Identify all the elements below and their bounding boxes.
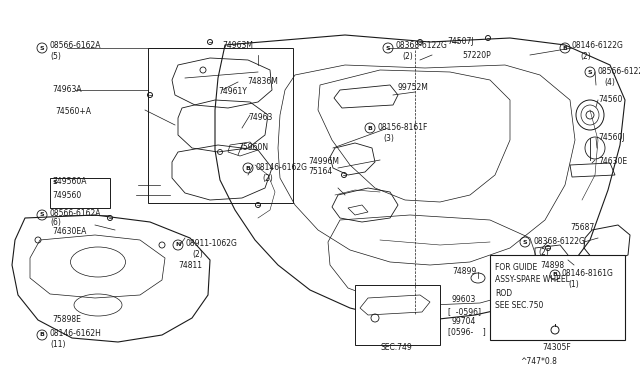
Text: (2): (2): [192, 250, 203, 260]
Text: 74961Y: 74961Y: [218, 87, 247, 96]
Bar: [490, 255, 625, 340]
Text: 74560J: 74560J: [598, 134, 625, 142]
Text: B: B: [563, 45, 568, 51]
Text: 57220P: 57220P: [462, 51, 491, 60]
Text: 08156-8161F: 08156-8161F: [378, 122, 428, 131]
Bar: [50, 178, 110, 208]
Text: (5): (5): [50, 51, 61, 61]
Text: FOR GUIDE: FOR GUIDE: [495, 263, 537, 272]
Text: B: B: [246, 166, 250, 170]
Text: 749560: 749560: [52, 190, 81, 199]
Bar: [355, 285, 440, 345]
Text: 08368-6122G: 08368-6122G: [396, 42, 448, 51]
Text: S: S: [588, 70, 592, 74]
Text: 75960N: 75960N: [238, 144, 268, 153]
Text: [0596-    ]: [0596- ]: [448, 327, 486, 337]
Text: SEC.749: SEC.749: [380, 343, 412, 353]
Text: 99603: 99603: [452, 295, 476, 305]
Text: 08911-1062G: 08911-1062G: [186, 240, 238, 248]
Text: 74899: 74899: [452, 267, 476, 276]
Text: SEE SEC.750: SEE SEC.750: [495, 301, 543, 311]
Text: 08368-6122G: 08368-6122G: [533, 237, 585, 246]
Text: S: S: [40, 45, 44, 51]
Text: ROD: ROD: [495, 289, 512, 298]
Text: 74507J: 74507J: [447, 38, 474, 46]
Text: 74630E: 74630E: [598, 157, 627, 167]
Text: (11): (11): [50, 340, 65, 350]
Text: 08146-6162H: 08146-6162H: [50, 330, 102, 339]
Text: B: B: [552, 273, 557, 278]
Bar: [148, 48, 293, 203]
Text: 74305F: 74305F: [542, 343, 571, 353]
Text: 74898: 74898: [540, 260, 564, 269]
Text: 08566-6122A: 08566-6122A: [598, 67, 640, 76]
Text: 75164: 75164: [308, 167, 332, 176]
Text: 74996M: 74996M: [308, 157, 339, 167]
Text: ASSY-SPARE WHEEL: ASSY-SPARE WHEEL: [495, 276, 570, 285]
Text: 08146-6162G: 08146-6162G: [256, 163, 308, 171]
Text: S: S: [52, 180, 58, 185]
Text: (3): (3): [383, 134, 394, 142]
Text: 74630EA: 74630EA: [52, 228, 86, 237]
Text: [  -0596]: [ -0596]: [448, 308, 481, 317]
Text: (6): (6): [50, 218, 61, 228]
Text: 99704: 99704: [452, 317, 476, 327]
Text: S: S: [40, 212, 44, 218]
Text: 74836M: 74836M: [247, 77, 278, 87]
Text: 75687: 75687: [570, 224, 595, 232]
Text: (4): (4): [604, 77, 615, 87]
Text: 74963: 74963: [248, 113, 273, 122]
Text: (2): (2): [580, 52, 591, 61]
Text: 74560: 74560: [598, 96, 622, 105]
Text: 74963M: 74963M: [222, 42, 253, 51]
Text: B: B: [367, 125, 372, 131]
Text: 08146-6122G: 08146-6122G: [572, 42, 624, 51]
Text: B: B: [40, 333, 44, 337]
Text: 99752M: 99752M: [398, 83, 429, 93]
Text: 74963A: 74963A: [52, 86, 82, 94]
Text: (1): (1): [568, 280, 579, 289]
Text: 75898E: 75898E: [52, 315, 81, 324]
Text: ^747*0.8: ^747*0.8: [520, 357, 557, 366]
Text: S: S: [386, 45, 390, 51]
Text: (2): (2): [538, 247, 548, 257]
Text: 74560+A: 74560+A: [55, 108, 91, 116]
Text: 74811: 74811: [178, 260, 202, 269]
Text: 08566-6162A: 08566-6162A: [50, 208, 102, 218]
Text: N: N: [175, 243, 180, 247]
Text: (2): (2): [402, 52, 413, 61]
Text: S: S: [523, 240, 527, 244]
Text: 08566-6162A: 08566-6162A: [50, 42, 102, 51]
Text: 749560A: 749560A: [52, 177, 86, 186]
Text: 08146-8161G: 08146-8161G: [562, 269, 614, 279]
Text: (2): (2): [262, 173, 273, 183]
